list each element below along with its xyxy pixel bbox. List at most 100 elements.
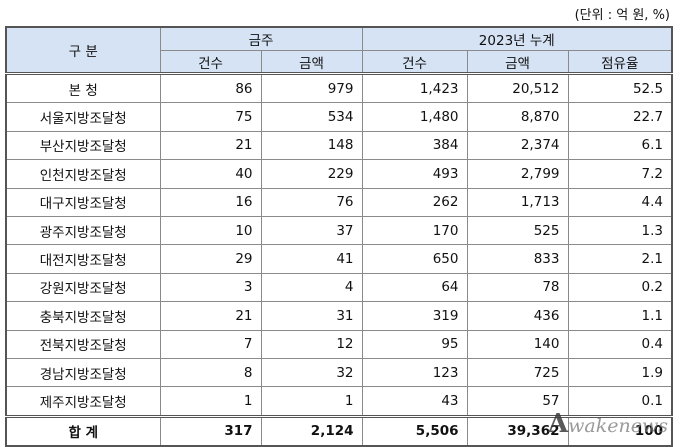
row-name: 광주지방조달청 <box>5 215 161 246</box>
cum-count-cell: 123 <box>361 357 468 388</box>
cum-count-cell: 319 <box>361 301 468 331</box>
week-amount-cell: 12 <box>260 329 363 359</box>
cum-amount-cell: 833 <box>466 244 569 274</box>
week-count-cell: 7 <box>159 329 262 359</box>
table-row: 인천지방조달청 40 229 493 2,799 7.2 <box>5 159 673 189</box>
cum-count-cell: 64 <box>361 272 468 303</box>
share-cell: 0.1 <box>567 386 673 417</box>
header-cumulative: 2023년 누계 <box>361 26 673 51</box>
cum-amount-cell: 436 <box>466 301 569 331</box>
row-name: 충북지방조달청 <box>5 301 161 331</box>
cum-amount-cell: 525 <box>466 215 569 246</box>
share-cell: 6.1 <box>567 130 673 161</box>
row-name: 전북지방조달청 <box>5 329 161 359</box>
share-cell: 22.7 <box>567 102 673 132</box>
cum-count-cell: 5,506 <box>361 414 468 447</box>
row-name: 대구지방조달청 <box>5 187 161 217</box>
table-row: 제주지방조달청 1 1 43 57 0.1 <box>5 386 673 417</box>
unit-label: (단위 : 억 원, %) <box>574 8 670 23</box>
cum-count-cell: 43 <box>361 386 468 417</box>
row-name: 대전지방조달청 <box>5 244 161 274</box>
week-count-cell: 75 <box>159 102 262 132</box>
cum-count-cell: 493 <box>361 159 468 189</box>
table-row: 대전지방조달청 29 41 650 833 2.1 <box>5 244 673 274</box>
total-row: 합 계 317 2,124 5,506 39,362 100 <box>5 414 673 447</box>
row-name: 강원지방조달청 <box>5 272 161 303</box>
table-row: 본 청 86 979 1,423 20,512 52.5 <box>5 72 673 104</box>
share-cell: 1.9 <box>567 357 673 388</box>
table-row: 부산지방조달청 21 148 384 2,374 6.1 <box>5 130 673 161</box>
header-cum-count: 건수 <box>361 50 468 74</box>
cum-amount-cell: 8,870 <box>466 102 569 132</box>
week-amount-cell: 229 <box>260 159 363 189</box>
week-amount-cell: 2,124 <box>260 414 363 447</box>
cum-count-cell: 262 <box>361 187 468 217</box>
cum-amount-cell: 1,713 <box>466 187 569 217</box>
share-cell: 1.1 <box>567 301 673 331</box>
row-name: 부산지방조달청 <box>5 130 161 161</box>
week-amount-cell: 37 <box>260 215 363 246</box>
week-count-cell: 317 <box>159 414 262 447</box>
row-name: 경남지방조달청 <box>5 357 161 388</box>
header-category: 구 분 <box>5 26 161 74</box>
week-amount-cell: 31 <box>260 301 363 331</box>
table-row: 경남지방조달청 8 32 123 725 1.9 <box>5 357 673 388</box>
cum-amount-cell: 2,799 <box>466 159 569 189</box>
row-name: 인천지방조달청 <box>5 159 161 189</box>
week-count-cell: 21 <box>159 301 262 331</box>
cum-count-cell: 170 <box>361 215 468 246</box>
row-name: 합 계 <box>5 414 161 447</box>
table-row: 서울지방조달청 75 534 1,480 8,870 22.7 <box>5 102 673 132</box>
watermark-logo: Awakenews <box>547 409 668 439</box>
week-amount-cell: 4 <box>260 272 363 303</box>
row-name: 본 청 <box>5 72 161 104</box>
week-amount-cell: 1 <box>260 386 363 417</box>
cum-count-cell: 650 <box>361 244 468 274</box>
week-amount-cell: 32 <box>260 357 363 388</box>
cum-amount-cell: 20,512 <box>466 72 569 104</box>
week-count-cell: 86 <box>159 72 262 104</box>
share-cell: 2.1 <box>567 244 673 274</box>
cum-count-cell: 95 <box>361 329 468 359</box>
week-count-cell: 1 <box>159 386 262 417</box>
table-row: 광주지방조달청 10 37 170 525 1.3 <box>5 215 673 246</box>
cum-amount-cell: 39,362 <box>466 414 569 447</box>
header-cum-amount: 금액 <box>466 50 569 74</box>
week-amount-cell: 979 <box>260 72 363 104</box>
week-count-cell: 10 <box>159 215 262 246</box>
cum-amount-cell: 57 <box>466 386 569 417</box>
week-count-cell: 8 <box>159 357 262 388</box>
share-cell: 52.5 <box>567 72 673 104</box>
share-cell: 0.2 <box>567 272 673 303</box>
cum-amount-cell: 78 <box>466 272 569 303</box>
share-cell: 0.4 <box>567 329 673 359</box>
share-cell: 1.3 <box>567 215 673 246</box>
table-row: 대구지방조달청 16 76 262 1,713 4.4 <box>5 187 673 217</box>
week-count-cell: 21 <box>159 130 262 161</box>
cum-amount-cell: 725 <box>466 357 569 388</box>
row-name: 서울지방조달청 <box>5 102 161 132</box>
week-amount-cell: 76 <box>260 187 363 217</box>
row-name: 제주지방조달청 <box>5 386 161 417</box>
share-cell: 4.4 <box>567 187 673 217</box>
header-week-count: 건수 <box>159 50 262 74</box>
share-cell: 7.2 <box>567 159 673 189</box>
cum-count-cell: 384 <box>361 130 468 161</box>
cum-count-cell: 1,423 <box>361 72 468 104</box>
week-amount-cell: 148 <box>260 130 363 161</box>
week-count-cell: 3 <box>159 272 262 303</box>
table-row: 충북지방조달청 21 31 319 436 1.1 <box>5 301 673 331</box>
header-this-week: 금주 <box>159 26 363 51</box>
week-count-cell: 29 <box>159 244 262 274</box>
procurement-table: 구 분 금주 2023년 누계 건수 금액 건수 금액 점유율 본 청 86 979… <box>5 26 674 447</box>
cum-amount-cell: 2,374 <box>466 130 569 161</box>
header-week-amount: 금액 <box>260 50 363 74</box>
header-share: 점유율 <box>567 50 673 74</box>
week-amount-cell: 534 <box>260 102 363 132</box>
table-row: 전북지방조달청 7 12 95 140 0.4 <box>5 329 673 359</box>
week-count-cell: 16 <box>159 187 262 217</box>
week-amount-cell: 41 <box>260 244 363 274</box>
table-row: 강원지방조달청 3 4 64 78 0.2 <box>5 272 673 303</box>
cum-count-cell: 1,480 <box>361 102 468 132</box>
cum-amount-cell: 140 <box>466 329 569 359</box>
